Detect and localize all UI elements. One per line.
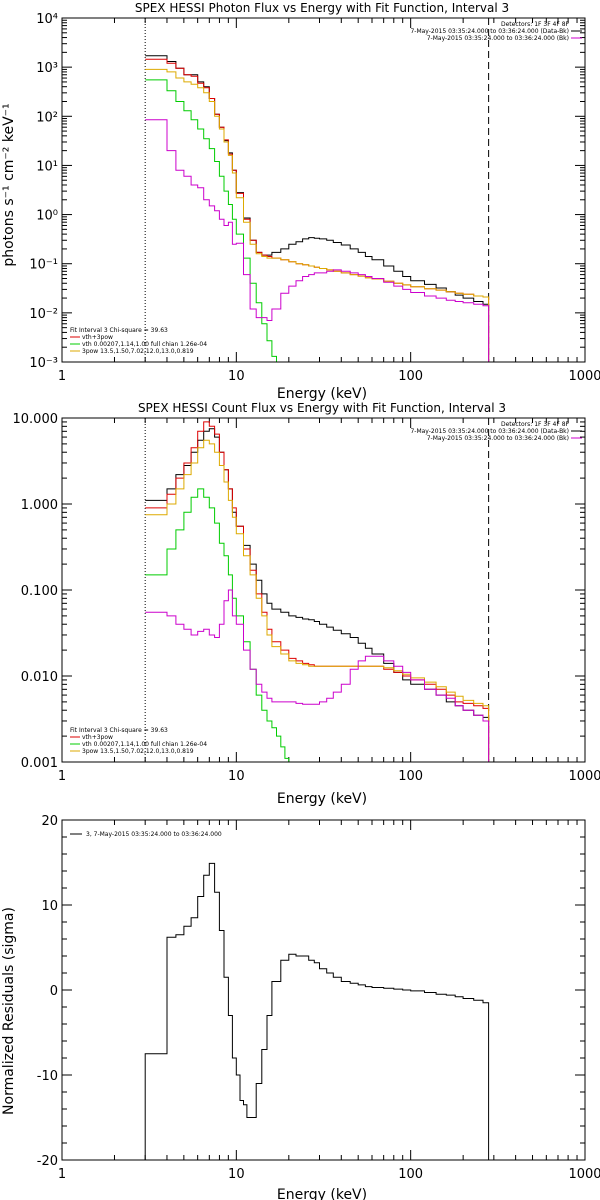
legend-bottomleft-text: 3pow 13.5,1.50,7.02,12.0,13.0,0.819 — [82, 748, 194, 755]
count-flux-panel: SPEX HESSI Count Flux vs Energy with Fit… — [13, 401, 600, 807]
residuals-panel: Energy (keV) Normalized Residuals (sigma… — [1, 814, 600, 1200]
x-tick-label: 1 — [58, 769, 66, 784]
count-flux-title: SPEX HESSI Count Flux vs Energy with Fit… — [138, 401, 506, 415]
legend-topright-text: 7-May-2015 03:35:24.000 to 03:36:24.000 … — [427, 435, 569, 442]
x-tick-label: 1 — [58, 369, 66, 384]
series-line — [145, 68, 490, 362]
photon-flux-panel: SPEX HESSI Photon Flux vs Energy with Fi… — [1, 1, 600, 402]
x-tick-label: 10 — [228, 769, 245, 784]
y-tick-label: 10⁻² — [29, 307, 58, 322]
series-line — [145, 79, 277, 362]
series-line — [145, 439, 490, 762]
y-tick-label: 0.001 — [21, 756, 58, 771]
plot-frame — [61, 17, 586, 363]
x-tick-label: 100 — [398, 769, 423, 784]
series-group — [144, 862, 490, 1160]
y-tick-label: 10³ — [36, 61, 58, 76]
series-line — [145, 119, 490, 362]
x-tick-label: 1 — [58, 1167, 66, 1182]
x-tick-label: 1000 — [568, 769, 600, 784]
x-tick-label: 10 — [228, 1167, 245, 1182]
photon-flux-xlabel: Energy (keV) — [277, 386, 367, 402]
x-tick-label: 100 — [398, 1167, 423, 1182]
y-tick-label: 10² — [36, 110, 58, 125]
legend-bottomleft-text: vth+3pow — [82, 334, 113, 341]
legend-topright-text: 7-May-2015 03:35:24.000 to 03:36:24.000 … — [410, 428, 569, 435]
y-tick-label: -20 — [37, 1154, 58, 1169]
legend-topright-text: Detectors: 1F 3F 4F 8F — [501, 21, 570, 28]
plot-frame — [61, 417, 586, 763]
photon-flux-ylabel: photons s⁻¹ cm⁻² keV⁻¹ — [1, 103, 17, 266]
y-tick-label: -10 — [37, 1069, 58, 1084]
legend-bottomleft-text: Fit Interval 3 Chi-square = 39.63 — [70, 727, 168, 734]
legend-bottomleft-text: vth+3pow — [82, 734, 113, 741]
series-line — [145, 589, 490, 762]
y-tick-label: 10⁰ — [36, 209, 58, 224]
series-group — [145, 55, 490, 362]
y-tick-label: 10¹ — [36, 159, 58, 174]
legend-topright-text: Detectors: 1F 3F 4F 8F — [501, 421, 570, 428]
y-tick-label: 0 — [50, 984, 58, 999]
legend-bottomleft-text: vth 0.00207,1.14,1.00 full chian 1.26e-0… — [82, 741, 207, 748]
y-tick-label: 10 — [41, 899, 58, 914]
series-line — [145, 488, 290, 762]
residuals-plot: 1 10 100 1000 -20 -10 0 10 20 3, 7-May-2015 03:35… — [37, 814, 600, 1182]
legend-topright-text: 7-May-2015 03:35:24.000 to 03:36:24.000 … — [410, 28, 569, 35]
plot-frame — [61, 819, 586, 1161]
y-tick-label: 10.000 — [13, 412, 59, 427]
legend-bottomleft-text: 3pow 13.5,1.50,7.02,12.0,13.0,0.819 — [82, 348, 194, 355]
photon-flux-title: SPEX HESSI Photon Flux vs Energy with Fi… — [135, 1, 509, 15]
x-tick-label: 1000 — [568, 1167, 600, 1182]
photon-flux-plot: 1 10 100 1000 10⁻³ 10⁻² 10⁻¹ 10⁰ 10¹ 10² 10³ 10⁴ Det… — [29, 12, 600, 384]
y-tick-label: 0.100 — [21, 584, 58, 599]
legend-bottomleft-text: Fit Interval 3 Chi-square = 39.63 — [70, 327, 168, 334]
y-tick-label: 20 — [41, 814, 58, 829]
count-flux-plot: 1 10 100 1000 0.001 0.010 0.100 1.000 10.000 Dete… — [13, 412, 600, 784]
residuals-ylabel: Normalized Residuals (sigma) — [1, 907, 17, 1115]
y-tick-label: 10⁴ — [36, 12, 58, 27]
count-flux-xlabel: Energy (keV) — [277, 791, 367, 807]
residuals-xlabel: Energy (keV) — [277, 1187, 367, 1200]
x-tick-label: 100 — [398, 369, 423, 384]
series-group — [145, 421, 490, 762]
y-tick-label: 10⁻³ — [29, 356, 58, 371]
legend-bottomleft-text: vth 0.00207,1.14,1.00 full chian 1.26e-0… — [82, 341, 207, 348]
series-line — [144, 862, 490, 1160]
x-tick-label: 1000 — [568, 369, 600, 384]
y-tick-label: 1.000 — [21, 498, 58, 513]
legend-topleft-text: 3, 7-May-2015 03:35:24.000 to 03:36:24.0… — [86, 831, 222, 838]
y-tick-label: 10⁻¹ — [29, 258, 58, 273]
x-tick-label: 10 — [228, 369, 245, 384]
legend-topright-text: 7-May-2015 03:35:24.000 to 03:36:24.000 … — [427, 35, 569, 42]
y-tick-label: 0.010 — [21, 670, 58, 685]
